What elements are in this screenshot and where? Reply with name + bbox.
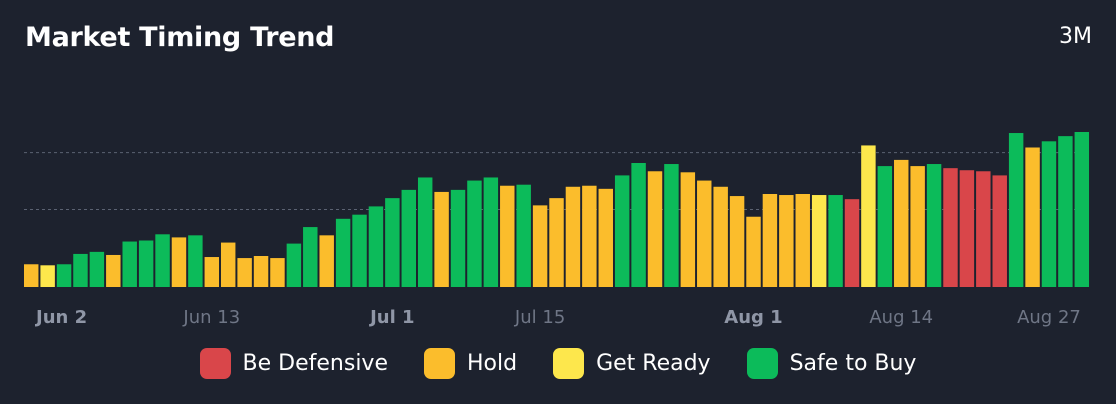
bar[interactable] [779,195,794,287]
bar[interactable] [910,166,925,287]
legend-label-hold: Hold [466,351,518,376]
bar[interactable] [844,199,860,287]
bar[interactable] [549,198,564,287]
bar[interactable] [467,180,482,287]
legend-swatch-safe-to-buy [746,348,778,379]
bar[interactable] [483,177,499,287]
bar[interactable] [877,166,893,287]
legend-swatch-hold [423,348,455,379]
legend-label-be-defensive: Be Defensive [242,351,388,376]
chart-title: Market Timing Trend [25,22,335,53]
chart-legend: Be Defensive Hold Get Ready Safe to Buy [0,348,1116,379]
bar[interactable] [220,242,236,287]
bar[interactable] [450,189,466,287]
bar[interactable] [598,188,613,287]
x-tick-label: Jun 13 [182,307,240,328]
legend-item-get-ready[interactable]: Get Ready [553,348,711,379]
bar[interactable] [40,265,55,287]
bar[interactable] [697,180,712,287]
bar[interactable] [106,254,121,287]
bar[interactable] [73,253,88,287]
bar[interactable] [319,235,334,287]
bar[interactable] [385,198,400,287]
bar[interactable] [122,241,137,287]
bar[interactable] [1008,133,1024,287]
legend-swatch-get-ready [553,348,585,379]
bar[interactable] [417,177,433,287]
bar[interactable] [171,237,187,287]
bar[interactable] [664,164,679,287]
market-timing-chart: Jun 2 Jun 13 Jul 1 Jul 15 Aug 1 Aug 14 Aug 27 [24,132,1091,328]
bar[interactable] [204,257,220,287]
bar[interactable] [811,195,827,287]
bar[interactable] [270,258,285,287]
x-tick-label: Aug 27 [1017,307,1081,328]
bar[interactable] [24,264,39,287]
bar[interactable] [729,196,745,287]
bar[interactable] [565,186,581,287]
legend-item-be-defensive[interactable]: Be Defensive [199,348,388,379]
bar[interactable] [926,164,942,287]
bar[interactable] [1041,141,1057,287]
bar[interactable] [680,172,696,287]
bar[interactable] [352,214,367,287]
bar[interactable] [614,175,630,287]
bar[interactable] [516,184,531,287]
bar[interactable] [976,171,991,287]
bar[interactable] [500,185,515,287]
bar[interactable] [992,175,1007,287]
legend-item-hold[interactable]: Hold [423,348,518,379]
bar[interactable] [943,168,958,287]
time-range-selector[interactable]: 3M [1059,24,1092,49]
x-tick-label: Jul 15 [514,307,565,328]
bar[interactable] [155,234,170,287]
legend-label-get-ready: Get Ready [596,351,711,376]
bar[interactable] [746,216,761,287]
bar[interactable] [1025,147,1040,288]
bar[interactable] [959,170,975,287]
bar[interactable] [828,195,843,287]
legend-swatch-be-defensive [199,348,231,379]
bar[interactable] [56,264,72,287]
bar[interactable] [894,159,909,287]
bar[interactable] [253,256,269,287]
bar[interactable] [188,235,203,287]
bar[interactable] [303,227,318,287]
x-tick-label: Jun 2 [34,307,87,328]
bar[interactable] [861,145,876,287]
bar[interactable] [1074,132,1090,287]
bar[interactable] [237,258,252,287]
x-tick-label: Aug 14 [869,307,933,328]
bar[interactable] [89,251,105,287]
bar[interactable] [713,186,728,287]
bar[interactable] [286,243,302,287]
bar[interactable] [434,191,449,287]
bar[interactable] [138,240,154,288]
bar[interactable] [335,218,351,287]
bar[interactable] [1058,136,1073,287]
legend-item-safe-to-buy[interactable]: Safe to Buy [746,348,917,379]
bar[interactable] [368,206,384,287]
bar[interactable] [647,171,663,287]
x-tick-label: Aug 1 [724,307,782,328]
x-tick-label: Jul 1 [368,307,414,328]
bar[interactable] [762,194,778,287]
bar[interactable] [795,194,810,287]
bar[interactable] [631,163,646,287]
bar[interactable] [401,189,416,287]
bar[interactable] [582,185,597,287]
bar[interactable] [532,205,548,287]
legend-label-safe-to-buy: Safe to Buy [789,351,917,376]
